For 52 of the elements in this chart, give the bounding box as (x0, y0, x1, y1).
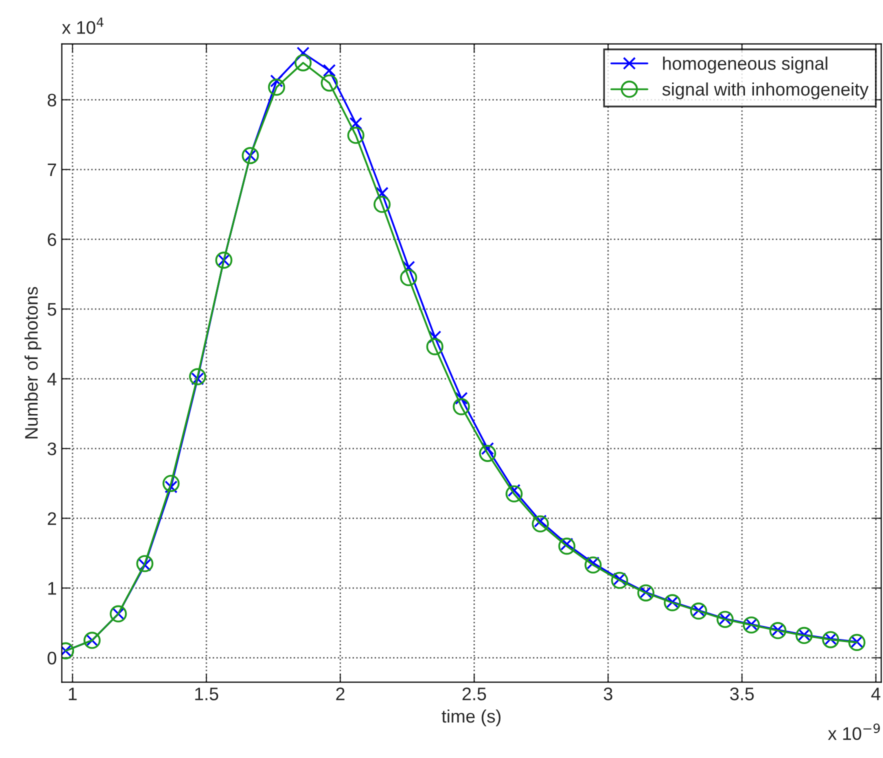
x-tick-label: 3 (604, 688, 612, 700)
point (769, 622, 786, 640)
x-tick-label: 2 (336, 688, 344, 700)
y-tick-label: 6 (48, 233, 56, 246)
x-tick-label: 1 (68, 688, 77, 700)
point (347, 126, 364, 144)
point (506, 485, 523, 502)
x-tick-label: 3.5 (730, 688, 754, 700)
point (664, 594, 681, 612)
x-tick-label: 2.5 (462, 688, 486, 700)
y-tick-label: 5 (48, 303, 56, 316)
point (296, 46, 310, 60)
point (402, 260, 416, 274)
point (400, 269, 418, 286)
legend-label: signal with inhomogeneity (662, 82, 869, 100)
x-tick-label: 4 (871, 688, 880, 700)
text: x 10$^{4}$ (62, 18, 104, 34)
point (428, 330, 442, 344)
y-tick-label: 4 (47, 372, 56, 386)
point (532, 515, 549, 532)
legend-label: homogeneous signal (663, 56, 828, 74)
point (349, 117, 362, 130)
point (189, 368, 206, 386)
point (322, 64, 336, 77)
point (452, 398, 470, 416)
y-tick-label: 1 (48, 582, 56, 595)
point (294, 54, 312, 72)
point (584, 556, 602, 574)
point (268, 78, 286, 96)
y-tick-label: 8 (48, 94, 56, 106)
x-axis-title: time (s) (442, 709, 500, 726)
point (454, 392, 468, 405)
point (162, 474, 180, 492)
point (796, 626, 813, 644)
point (376, 186, 389, 200)
y-tick-label: 0 (48, 652, 56, 665)
point (742, 616, 760, 634)
text: x 10$^{−9}$ (828, 724, 880, 740)
y-tick-label: 2 (48, 512, 56, 525)
y-tick-label: 7 (48, 164, 56, 176)
point (690, 602, 708, 620)
x-tick-label: 1.5 (195, 688, 218, 700)
point (320, 74, 338, 92)
point (426, 338, 444, 356)
point (374, 196, 391, 213)
point (822, 631, 840, 648)
y-axis-title: Number of photons (24, 286, 42, 438)
y-tick-label: 3 (48, 442, 56, 456)
point (479, 444, 496, 462)
point (611, 572, 628, 589)
point (558, 538, 576, 555)
point (136, 555, 154, 572)
